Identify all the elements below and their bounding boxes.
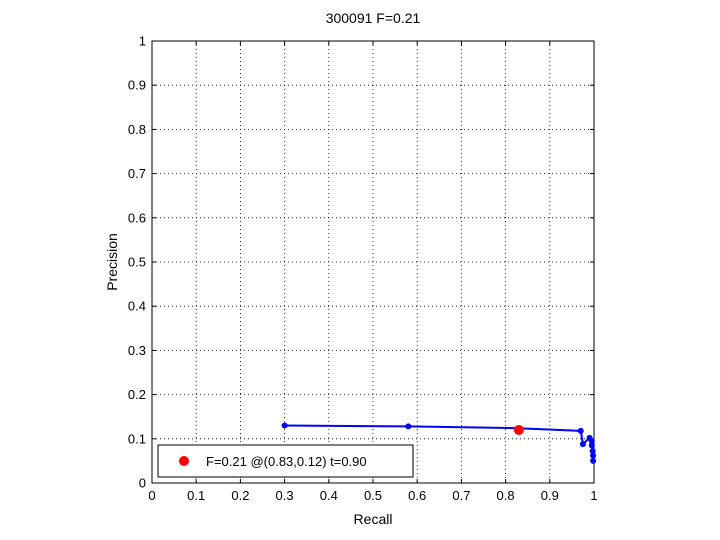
legend: F=0.21 @(0.83,0.12) t=0.90 (157, 444, 414, 478)
x-tick-label: 0.9 (541, 488, 559, 503)
y-tick-label: 0.4 (128, 299, 146, 314)
y-tick-label: 0.8 (128, 122, 146, 137)
series-group (281, 422, 597, 464)
series-point (281, 422, 288, 429)
series-point (588, 438, 595, 445)
y-tick-label: 0.1 (128, 431, 146, 446)
grid-lines (152, 41, 594, 483)
chart-title: 300091 F=0.21 (326, 10, 421, 26)
x-tick-label: 0.4 (320, 488, 338, 503)
x-tick-label: 0.5 (364, 488, 382, 503)
series-point (589, 448, 596, 455)
x-tick-label: 0.6 (408, 488, 426, 503)
y-tick-label: 0.5 (128, 255, 146, 270)
x-tick-label: 0.2 (231, 488, 249, 503)
y-tick-label: 0.9 (128, 78, 146, 93)
series-point (590, 452, 597, 459)
series-point (588, 442, 595, 449)
legend-entry: F=0.21 @(0.83,0.12) t=0.90 (206, 454, 367, 469)
y-tick-labels: 0 0.1 0.2 0.3 0.4 0.5 0.6 0.7 0.8 0.9 1 (128, 34, 146, 491)
y-axis-title: Precision (104, 233, 120, 291)
series-point (590, 457, 597, 464)
y-tick-label: 0.3 (128, 343, 146, 358)
y-tick-label: 0.6 (128, 210, 146, 225)
x-tick-labels: 0 0.1 0.2 0.3 0.4 0.5 0.6 0.7 0.8 0.9 1 (148, 488, 597, 503)
legend-box (157, 444, 414, 478)
y-tick-label: 1 (139, 34, 146, 49)
x-tick-label: 0 (148, 488, 155, 503)
x-axis-title: Recall (354, 511, 393, 527)
x-tick-label: 1 (590, 488, 597, 503)
series-point (579, 441, 586, 448)
x-tick-label: 0.7 (452, 488, 470, 503)
series-point (405, 423, 412, 430)
highlight-group (513, 424, 524, 435)
legend-marker (179, 456, 189, 466)
best-f-point (513, 424, 524, 435)
x-tick-label: 0.8 (497, 488, 515, 503)
series-point (577, 427, 584, 434)
y-tick-label: 0 (139, 476, 146, 491)
y-tick-label: 0.2 (128, 387, 146, 402)
y-tick-label: 0.7 (128, 166, 146, 181)
x-tick-label: 0.3 (276, 488, 294, 503)
x-tick-label: 0.1 (187, 488, 205, 503)
